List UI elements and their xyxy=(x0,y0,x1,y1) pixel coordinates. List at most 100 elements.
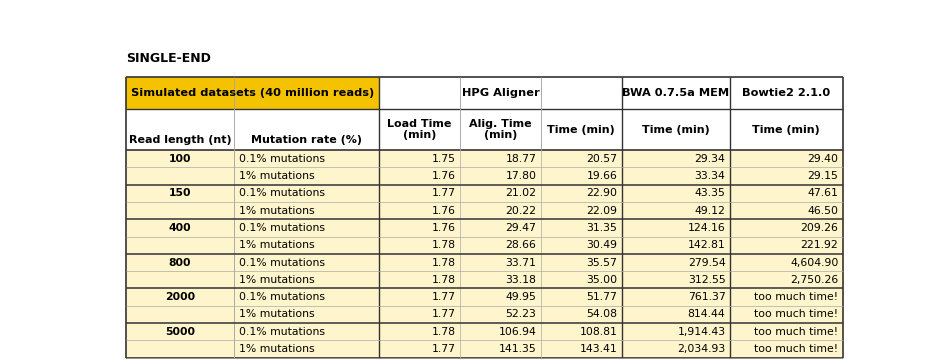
Bar xyxy=(379,219,460,237)
Text: Time (min): Time (min) xyxy=(547,125,615,135)
Bar xyxy=(379,168,460,185)
Text: 0.1% mutations: 0.1% mutations xyxy=(238,223,325,233)
Bar xyxy=(126,168,234,185)
Text: 814.44: 814.44 xyxy=(688,310,725,319)
Bar xyxy=(541,150,622,168)
Bar xyxy=(730,340,842,358)
Bar xyxy=(460,202,541,219)
Text: 1% mutations: 1% mutations xyxy=(238,171,314,181)
Bar xyxy=(541,168,622,185)
Text: 1.76: 1.76 xyxy=(431,206,456,216)
Text: SINGLE-END: SINGLE-END xyxy=(126,52,211,65)
Text: 1.78: 1.78 xyxy=(431,240,456,250)
Bar xyxy=(126,219,234,237)
Bar xyxy=(126,185,234,202)
Bar xyxy=(379,185,460,202)
Bar xyxy=(541,306,622,323)
Bar xyxy=(622,219,730,237)
Text: Alig. Time
(min): Alig. Time (min) xyxy=(469,119,532,140)
Text: 1% mutations: 1% mutations xyxy=(238,206,314,216)
Text: 141.35: 141.35 xyxy=(499,344,537,354)
Text: 17.80: 17.80 xyxy=(506,171,537,181)
Text: BWA 0.7.5a MEM: BWA 0.7.5a MEM xyxy=(622,88,729,98)
Text: 312.55: 312.55 xyxy=(688,275,725,285)
Text: Time (min): Time (min) xyxy=(642,125,709,135)
Text: 22.90: 22.90 xyxy=(586,188,617,198)
Bar xyxy=(730,185,842,202)
Text: 221.92: 221.92 xyxy=(801,240,839,250)
Text: 20.57: 20.57 xyxy=(586,154,617,164)
Bar xyxy=(622,340,730,358)
Bar xyxy=(730,202,842,219)
Bar xyxy=(460,271,541,289)
Text: 400: 400 xyxy=(169,223,191,233)
Bar xyxy=(730,254,842,271)
Bar xyxy=(234,306,379,323)
Text: 1.76: 1.76 xyxy=(431,171,456,181)
Text: Simulated datasets (40 million reads): Simulated datasets (40 million reads) xyxy=(131,88,374,98)
Text: 49.12: 49.12 xyxy=(695,206,725,216)
Bar xyxy=(460,219,541,237)
Bar xyxy=(126,306,234,323)
Text: 54.08: 54.08 xyxy=(586,310,617,319)
Text: Bowtie2 2.1.0: Bowtie2 2.1.0 xyxy=(742,88,830,98)
Text: too much time!: too much time! xyxy=(754,292,839,302)
Text: Read length (nt): Read length (nt) xyxy=(129,135,232,145)
Bar xyxy=(541,219,622,237)
Text: 29.47: 29.47 xyxy=(506,223,537,233)
Text: 33.71: 33.71 xyxy=(506,257,537,268)
Text: 47.61: 47.61 xyxy=(808,188,839,198)
Bar xyxy=(379,306,460,323)
Bar xyxy=(730,271,842,289)
Text: 108.81: 108.81 xyxy=(580,327,617,337)
Text: 51.77: 51.77 xyxy=(586,292,617,302)
Bar xyxy=(460,323,541,340)
Bar xyxy=(379,289,460,306)
Text: 1.78: 1.78 xyxy=(431,327,456,337)
Text: 20.22: 20.22 xyxy=(506,206,537,216)
Bar xyxy=(234,340,379,358)
Text: 31.35: 31.35 xyxy=(586,223,617,233)
Text: 1% mutations: 1% mutations xyxy=(238,275,314,285)
Bar xyxy=(379,323,460,340)
Text: 124.16: 124.16 xyxy=(688,223,725,233)
Bar xyxy=(730,168,842,185)
Text: 1% mutations: 1% mutations xyxy=(238,240,314,250)
Text: 18.77: 18.77 xyxy=(506,154,537,164)
Text: 2,034.93: 2,034.93 xyxy=(677,344,725,354)
Text: 1.77: 1.77 xyxy=(431,292,456,302)
Bar xyxy=(460,289,541,306)
Bar xyxy=(460,254,541,271)
Bar xyxy=(541,185,622,202)
Bar xyxy=(379,150,460,168)
Bar xyxy=(622,271,730,289)
Text: Time (min): Time (min) xyxy=(752,125,820,135)
Text: 21.02: 21.02 xyxy=(506,188,537,198)
Bar xyxy=(541,237,622,254)
Text: 1.78: 1.78 xyxy=(431,257,456,268)
Text: 0.1% mutations: 0.1% mutations xyxy=(238,188,325,198)
Text: 209.26: 209.26 xyxy=(800,223,839,233)
Text: 43.35: 43.35 xyxy=(695,188,725,198)
Bar xyxy=(126,340,234,358)
Text: 22.09: 22.09 xyxy=(586,206,617,216)
Bar xyxy=(730,306,842,323)
Bar xyxy=(622,202,730,219)
Bar xyxy=(622,323,730,340)
Text: 1.77: 1.77 xyxy=(431,310,456,319)
Text: HPG Aligner: HPG Aligner xyxy=(461,88,539,98)
Text: 1.78: 1.78 xyxy=(431,275,456,285)
Bar xyxy=(541,289,622,306)
Bar xyxy=(234,254,379,271)
Text: 19.66: 19.66 xyxy=(586,171,617,181)
Bar xyxy=(730,219,842,237)
Text: 5000: 5000 xyxy=(165,327,195,337)
Bar xyxy=(460,185,541,202)
Bar xyxy=(622,289,730,306)
Bar xyxy=(622,150,730,168)
Text: 0.1% mutations: 0.1% mutations xyxy=(238,257,325,268)
Bar xyxy=(541,271,622,289)
Text: 106.94: 106.94 xyxy=(499,327,537,337)
Text: 4,604.90: 4,604.90 xyxy=(790,257,839,268)
Text: Mutation rate (%): Mutation rate (%) xyxy=(251,135,362,145)
